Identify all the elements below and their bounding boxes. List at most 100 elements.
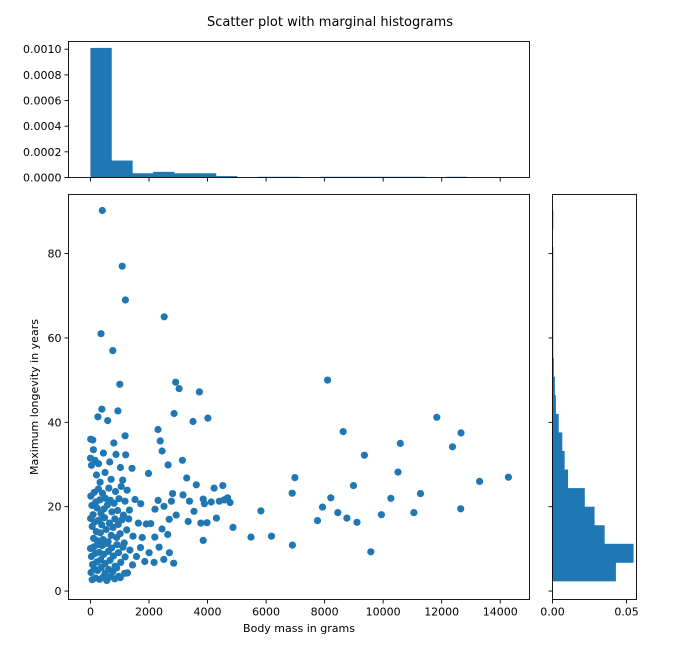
scatter-point [111, 515, 119, 523]
right-histogram-bars [552, 210, 634, 582]
scatter-point [93, 504, 101, 512]
scatter-point [334, 508, 342, 517]
scatter-point [96, 478, 104, 486]
right-histogram-bar [552, 413, 559, 433]
scatter-point [89, 436, 97, 444]
scatter-point [183, 474, 191, 482]
scatter-point [125, 506, 133, 514]
scatter-point [207, 498, 215, 506]
scatter-y-ticks: 0 20 40 60 80 [48, 248, 69, 598]
scatter-point [116, 463, 124, 472]
scatter-point [114, 407, 122, 415]
scatter-point [170, 559, 178, 567]
scatter-point [165, 515, 173, 523]
y-tick-label: 60 [48, 332, 62, 345]
scatter-point [476, 477, 484, 485]
top-histogram-bar [90, 47, 112, 178]
scatter-point [457, 505, 465, 513]
scatter-point [112, 450, 120, 458]
scatter-point [387, 494, 395, 502]
scatter-point [154, 425, 162, 434]
scatter-point [105, 484, 113, 492]
scatter-point [97, 563, 105, 572]
scatter-point [247, 533, 255, 541]
scatter-point [155, 543, 163, 551]
scatter-point [107, 531, 115, 540]
scatter-point [353, 518, 361, 526]
scatter-point [108, 544, 116, 552]
scatter-point [102, 525, 110, 534]
scatter-point [396, 439, 404, 447]
scatter-point [160, 313, 168, 321]
scatter-point [433, 413, 441, 421]
x-tick-label: 4000 [194, 606, 222, 619]
scatter-point [96, 529, 104, 537]
scatter-point [179, 491, 187, 499]
scatter-point [94, 460, 103, 468]
right-histogram-bar [552, 432, 563, 452]
scatter-point [121, 569, 129, 577]
top-y-tick-label: 0.0010 [23, 43, 62, 56]
scatter-axes: 0 2000 4000 6000 8000 10000 12000 14000 0 20 40 60… [28, 194, 530, 635]
scatter-point [97, 330, 105, 338]
scatter-point [115, 495, 123, 503]
scatter-point [94, 413, 102, 421]
scatter-point [172, 511, 180, 519]
scatter-point [212, 514, 220, 522]
scatter-point [147, 520, 155, 528]
scatter-point [109, 552, 117, 560]
top-histogram-axes: 0.0000 0.0002 0.0004 0.0006 0.0008 0.0010 [23, 41, 530, 185]
scatter-point [87, 461, 96, 469]
scatter-point [170, 409, 178, 418]
right-histogram-bar [552, 358, 554, 378]
scatter-point [192, 481, 200, 489]
scatter-point [141, 557, 149, 566]
scatter-point [178, 456, 186, 464]
scatter-point [129, 532, 137, 540]
scatter-point [158, 525, 166, 533]
x-tick-label: 2000 [135, 606, 163, 619]
top-histogram-bar [174, 173, 196, 178]
scatter-point [107, 475, 115, 483]
scatter-point [116, 530, 124, 538]
right-x-tick-label: 0.00 [540, 606, 565, 619]
scatter-point [117, 558, 125, 567]
y-tick-label: 40 [48, 416, 62, 429]
top-y-tick-label: 0.0004 [23, 120, 62, 133]
scatter-point [197, 519, 205, 527]
scatter-point [117, 482, 125, 490]
scatter-point [360, 451, 368, 459]
x-tick-label: 10000 [366, 606, 401, 619]
scatter-point [116, 380, 124, 388]
scatter-point [160, 502, 168, 510]
scatter-point [339, 428, 347, 436]
y-tick-label: 0 [55, 585, 62, 598]
top-y-tick-label: 0.0000 [23, 172, 62, 185]
x-tick-label: 0 [87, 606, 94, 619]
scatter-point [128, 464, 136, 472]
scatter-point [154, 496, 162, 504]
scatter-point [377, 511, 385, 519]
scatter-point [121, 497, 129, 505]
scatter-point [175, 385, 183, 393]
scatter-points [86, 206, 512, 585]
scatter-point [137, 500, 145, 508]
top-histogram-y-ticks: 0.0000 0.0002 0.0004 0.0006 0.0008 0.0010 [23, 43, 501, 185]
scatter-frame [68, 194, 530, 600]
scatter-point [291, 474, 299, 482]
top-y-tick-label: 0.0006 [23, 95, 62, 108]
scatter-point [410, 508, 418, 517]
scatter-point [98, 206, 106, 215]
scatter-point [114, 506, 122, 515]
top-histogram-bar [215, 176, 238, 178]
scatter-point [167, 497, 175, 505]
scatter-point [134, 519, 142, 527]
scatter-point [98, 405, 106, 413]
scatter-point [164, 530, 172, 539]
scatter-point [226, 498, 234, 507]
scatter-point [108, 508, 116, 516]
scatter-point [109, 347, 117, 355]
scatter-point [113, 564, 121, 572]
top-y-tick-label: 0.0008 [23, 69, 62, 82]
